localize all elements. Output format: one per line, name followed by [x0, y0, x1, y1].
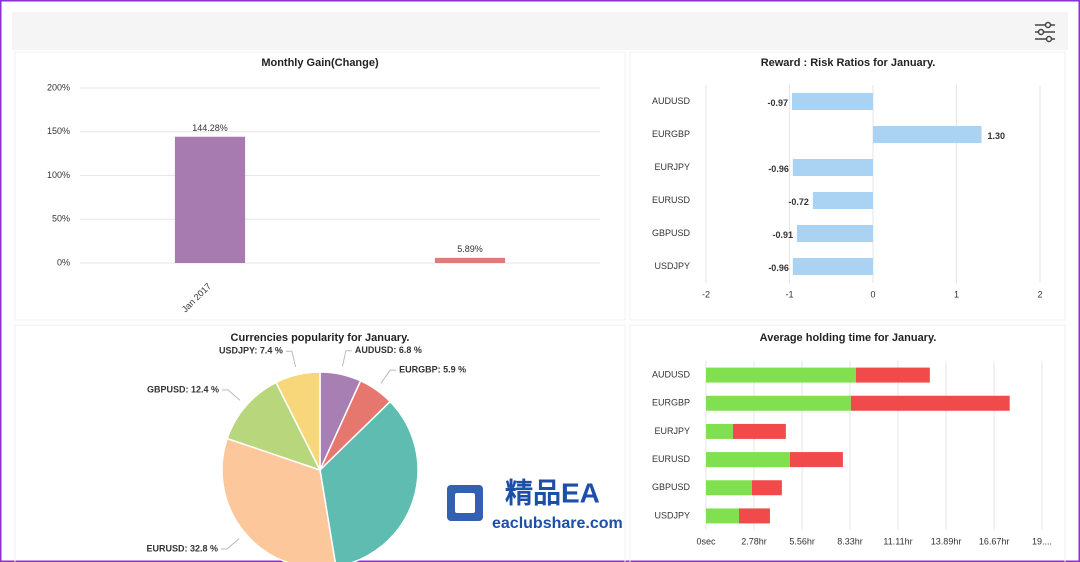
- charts: Monthly Gain(Change)0%50%100%150%200%Jan…: [47, 57, 1052, 562]
- pie-slice: [221, 437, 336, 562]
- y-tick-label: USDJPY: [654, 261, 690, 271]
- x-tick-label: 1: [954, 289, 959, 299]
- bar-segment: [751, 480, 782, 496]
- x-tick-label: 11.11hr: [883, 536, 912, 546]
- x-tick-label: 19....: [1032, 536, 1052, 546]
- x-tick-label: 13.89hr: [931, 536, 962, 546]
- toolbar: [12, 12, 1068, 50]
- value-label: -0.96: [768, 164, 789, 174]
- bar-segment: [706, 367, 856, 383]
- value-label: -0.97: [767, 98, 788, 108]
- chart-title: Reward : Risk Ratios for January.: [761, 57, 936, 69]
- pie-slice: [275, 371, 321, 471]
- y-tick-label: USDJPY: [654, 510, 690, 520]
- panel: [14, 51, 626, 321]
- leader-line: [341, 350, 352, 367]
- bar-segment: [706, 452, 790, 468]
- panel: [14, 324, 626, 562]
- chart-title: Monthly Gain(Change): [261, 57, 379, 69]
- x-tick-label: -2: [702, 289, 710, 299]
- slice-label: USDJPY: 7.4 %: [219, 346, 283, 356]
- y-tick-label: 150%: [47, 126, 70, 136]
- y-tick-label: EURGBP: [652, 129, 690, 139]
- value-label: -0.72: [788, 197, 809, 207]
- bar-segment: [855, 367, 930, 383]
- y-tick-label: EURUSD: [652, 195, 691, 205]
- x-tick-label: 2.78hr: [741, 536, 767, 546]
- y-tick-label: 100%: [47, 170, 70, 180]
- watermark-title: 精品EA: [505, 477, 600, 508]
- x-tick-label: 0sec: [696, 536, 716, 546]
- filter-icon[interactable]: [1035, 21, 1055, 43]
- slice-label: EURUSD: 32.8 %: [146, 543, 218, 553]
- x-tick-label: 8.33hr: [837, 536, 863, 546]
- value-label: -0.91: [772, 230, 793, 240]
- leader-line: [221, 389, 241, 401]
- slice-label: GBPUSD: 12.4 %: [147, 384, 219, 394]
- bar-segment: [790, 452, 843, 468]
- leader-line: [285, 350, 297, 367]
- pie-slice: [319, 400, 419, 562]
- x-tick-label: -1: [785, 289, 793, 299]
- chart-title: Average holding time for January.: [760, 332, 937, 344]
- bar-segment: [706, 395, 851, 411]
- leader-line: [220, 538, 240, 550]
- value-label: 1.30: [988, 131, 1006, 141]
- y-tick-label: GBPUSD: [652, 482, 691, 492]
- bar: [797, 225, 873, 242]
- bar: [792, 93, 873, 110]
- bar-segment: [850, 395, 1010, 411]
- x-tick-label: 2: [1037, 289, 1042, 299]
- leader-line: [380, 369, 397, 384]
- bar: [434, 257, 506, 263]
- bar: [174, 136, 246, 263]
- bar-segment: [706, 423, 733, 439]
- y-tick-label: EURJPY: [654, 162, 690, 172]
- chart-title: Currencies popularity for January.: [231, 332, 410, 344]
- y-tick-label: AUDUSD: [652, 96, 691, 106]
- y-tick-label: 50%: [52, 214, 70, 224]
- watermark: 精品EA eaclubshare.com: [447, 477, 623, 532]
- bar-segment: [706, 480, 752, 496]
- y-tick-label: AUDUSD: [652, 369, 691, 379]
- x-tick-label: 16.67hr: [979, 536, 1010, 546]
- bar: [792, 159, 873, 176]
- x-tick-label: 5.56hr: [789, 536, 815, 546]
- bar-segment: [732, 423, 786, 439]
- pie-slice: [226, 381, 322, 472]
- y-tick-label: EURJPY: [654, 426, 690, 436]
- y-tick-label: 0%: [57, 257, 70, 267]
- watermark-url: eaclubshare.com: [492, 515, 623, 532]
- bar: [873, 126, 982, 143]
- bar: [812, 192, 873, 209]
- y-tick-label: 200%: [47, 82, 70, 92]
- value-label: 144.28%: [192, 123, 228, 133]
- y-tick-label: EURGBP: [652, 398, 690, 408]
- bar: [792, 258, 873, 275]
- slice-label: AUDUSD: 6.8 %: [355, 345, 422, 355]
- panel: [629, 51, 1066, 321]
- y-tick-label: EURUSD: [652, 454, 691, 464]
- slice-label: EURGBP: 5.9 %: [399, 365, 466, 375]
- value-label: -0.96: [768, 263, 789, 273]
- x-tick-label: 0: [870, 289, 875, 299]
- y-tick-label: GBPUSD: [652, 228, 691, 238]
- bar-segment: [706, 508, 740, 524]
- panel: [629, 324, 1066, 562]
- bar-segment: [739, 508, 770, 524]
- value-label: 5.89%: [457, 244, 483, 254]
